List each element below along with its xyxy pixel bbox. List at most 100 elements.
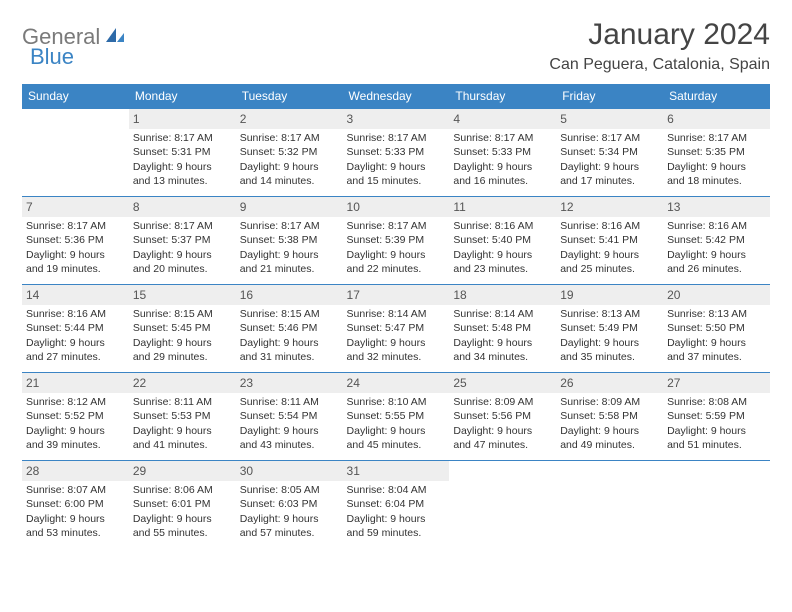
calendar-day-cell: 26Sunrise: 8:09 AMSunset: 5:58 PMDayligh… xyxy=(556,373,663,461)
sunrise-text: Sunrise: 8:06 AM xyxy=(133,483,232,497)
calendar-day-cell: 31Sunrise: 8:04 AMSunset: 6:04 PMDayligh… xyxy=(343,461,450,549)
calendar-day-cell xyxy=(449,461,556,549)
day-number: 31 xyxy=(343,461,450,481)
daylight-text-2: and 31 minutes. xyxy=(240,350,339,364)
day-number: 17 xyxy=(343,285,450,305)
calendar-day-cell: 24Sunrise: 8:10 AMSunset: 5:55 PMDayligh… xyxy=(343,373,450,461)
day-number: 18 xyxy=(449,285,556,305)
daylight-text-1: Daylight: 9 hours xyxy=(560,248,659,262)
daylight-text-2: and 45 minutes. xyxy=(347,438,446,452)
weekday-wednesday: Wednesday xyxy=(343,84,450,109)
daylight-text-2: and 37 minutes. xyxy=(667,350,766,364)
sunrise-text: Sunrise: 8:17 AM xyxy=(347,131,446,145)
sunset-text: Sunset: 5:46 PM xyxy=(240,321,339,335)
sunset-text: Sunset: 5:45 PM xyxy=(133,321,232,335)
day-number: 4 xyxy=(449,109,556,129)
day-number: 1 xyxy=(129,109,236,129)
sunrise-text: Sunrise: 8:09 AM xyxy=(453,395,552,409)
calendar-day-cell xyxy=(22,109,129,197)
daylight-text-1: Daylight: 9 hours xyxy=(347,248,446,262)
sunset-text: Sunset: 5:40 PM xyxy=(453,233,552,247)
calendar-day-cell: 20Sunrise: 8:13 AMSunset: 5:50 PMDayligh… xyxy=(663,285,770,373)
daylight-text-1: Daylight: 9 hours xyxy=(133,512,232,526)
day-number: 3 xyxy=(343,109,450,129)
daylight-text-1: Daylight: 9 hours xyxy=(453,336,552,350)
sunset-text: Sunset: 5:41 PM xyxy=(560,233,659,247)
day-number: 26 xyxy=(556,373,663,393)
daylight-text-1: Daylight: 9 hours xyxy=(240,336,339,350)
daylight-text-1: Daylight: 9 hours xyxy=(667,248,766,262)
calendar-day-cell: 17Sunrise: 8:14 AMSunset: 5:47 PMDayligh… xyxy=(343,285,450,373)
calendar-day-cell: 14Sunrise: 8:16 AMSunset: 5:44 PMDayligh… xyxy=(22,285,129,373)
daylight-text-1: Daylight: 9 hours xyxy=(133,160,232,174)
sunset-text: Sunset: 5:48 PM xyxy=(453,321,552,335)
day-number: 22 xyxy=(129,373,236,393)
weekday-tuesday: Tuesday xyxy=(236,84,343,109)
calendar-week-row: 21Sunrise: 8:12 AMSunset: 5:52 PMDayligh… xyxy=(22,373,770,461)
daylight-text-2: and 35 minutes. xyxy=(560,350,659,364)
sunrise-text: Sunrise: 8:15 AM xyxy=(240,307,339,321)
daylight-text-1: Daylight: 9 hours xyxy=(347,424,446,438)
sunrise-text: Sunrise: 8:17 AM xyxy=(240,131,339,145)
daylight-text-1: Daylight: 9 hours xyxy=(133,336,232,350)
sunrise-text: Sunrise: 8:17 AM xyxy=(560,131,659,145)
daylight-text-1: Daylight: 9 hours xyxy=(453,160,552,174)
daylight-text-2: and 20 minutes. xyxy=(133,262,232,276)
daylight-text-2: and 55 minutes. xyxy=(133,526,232,540)
daylight-text-2: and 23 minutes. xyxy=(453,262,552,276)
header: General January 2024 Can Peguera, Catalo… xyxy=(22,18,770,74)
sunrise-text: Sunrise: 8:09 AM xyxy=(560,395,659,409)
day-number: 10 xyxy=(343,197,450,217)
calendar-body: 1Sunrise: 8:17 AMSunset: 5:31 PMDaylight… xyxy=(22,109,770,549)
sunset-text: Sunset: 5:33 PM xyxy=(453,145,552,159)
sunset-text: Sunset: 5:44 PM xyxy=(26,321,125,335)
calendar-day-cell: 1Sunrise: 8:17 AMSunset: 5:31 PMDaylight… xyxy=(129,109,236,197)
sunset-text: Sunset: 6:03 PM xyxy=(240,497,339,511)
sunset-text: Sunset: 5:31 PM xyxy=(133,145,232,159)
calendar-day-cell: 9Sunrise: 8:17 AMSunset: 5:38 PMDaylight… xyxy=(236,197,343,285)
sunrise-text: Sunrise: 8:14 AM xyxy=(453,307,552,321)
location: Can Peguera, Catalonia, Spain xyxy=(549,56,770,74)
sunset-text: Sunset: 6:00 PM xyxy=(26,497,125,511)
calendar-day-cell: 4Sunrise: 8:17 AMSunset: 5:33 PMDaylight… xyxy=(449,109,556,197)
day-number: 29 xyxy=(129,461,236,481)
daylight-text-2: and 17 minutes. xyxy=(560,174,659,188)
daylight-text-2: and 29 minutes. xyxy=(133,350,232,364)
weekday-saturday: Saturday xyxy=(663,84,770,109)
calendar-day-cell: 6Sunrise: 8:17 AMSunset: 5:35 PMDaylight… xyxy=(663,109,770,197)
daylight-text-1: Daylight: 9 hours xyxy=(133,424,232,438)
sunrise-text: Sunrise: 8:17 AM xyxy=(667,131,766,145)
calendar-week-row: 7Sunrise: 8:17 AMSunset: 5:36 PMDaylight… xyxy=(22,197,770,285)
sunrise-text: Sunrise: 8:10 AM xyxy=(347,395,446,409)
sunrise-text: Sunrise: 8:16 AM xyxy=(26,307,125,321)
sunset-text: Sunset: 5:54 PM xyxy=(240,409,339,423)
day-number: 16 xyxy=(236,285,343,305)
daylight-text-2: and 34 minutes. xyxy=(453,350,552,364)
daylight-text-2: and 41 minutes. xyxy=(133,438,232,452)
calendar-day-cell: 27Sunrise: 8:08 AMSunset: 5:59 PMDayligh… xyxy=(663,373,770,461)
sunrise-text: Sunrise: 8:17 AM xyxy=(347,219,446,233)
day-number: 15 xyxy=(129,285,236,305)
day-number: 14 xyxy=(22,285,129,305)
calendar-day-cell: 30Sunrise: 8:05 AMSunset: 6:03 PMDayligh… xyxy=(236,461,343,549)
day-number: 19 xyxy=(556,285,663,305)
daylight-text-1: Daylight: 9 hours xyxy=(347,336,446,350)
daylight-text-1: Daylight: 9 hours xyxy=(667,424,766,438)
day-number: 6 xyxy=(663,109,770,129)
daylight-text-2: and 18 minutes. xyxy=(667,174,766,188)
daylight-text-2: and 53 minutes. xyxy=(26,526,125,540)
sunrise-text: Sunrise: 8:16 AM xyxy=(560,219,659,233)
sunrise-text: Sunrise: 8:12 AM xyxy=(26,395,125,409)
sunset-text: Sunset: 5:39 PM xyxy=(347,233,446,247)
weekday-thursday: Thursday xyxy=(449,84,556,109)
sunset-text: Sunset: 5:34 PM xyxy=(560,145,659,159)
sunrise-text: Sunrise: 8:11 AM xyxy=(240,395,339,409)
daylight-text-2: and 43 minutes. xyxy=(240,438,339,452)
daylight-text-1: Daylight: 9 hours xyxy=(667,336,766,350)
calendar-day-cell: 13Sunrise: 8:16 AMSunset: 5:42 PMDayligh… xyxy=(663,197,770,285)
sunrise-text: Sunrise: 8:13 AM xyxy=(560,307,659,321)
day-number: 27 xyxy=(663,373,770,393)
day-number: 2 xyxy=(236,109,343,129)
weekday-header-row: Sunday Monday Tuesday Wednesday Thursday… xyxy=(22,84,770,109)
day-number: 30 xyxy=(236,461,343,481)
